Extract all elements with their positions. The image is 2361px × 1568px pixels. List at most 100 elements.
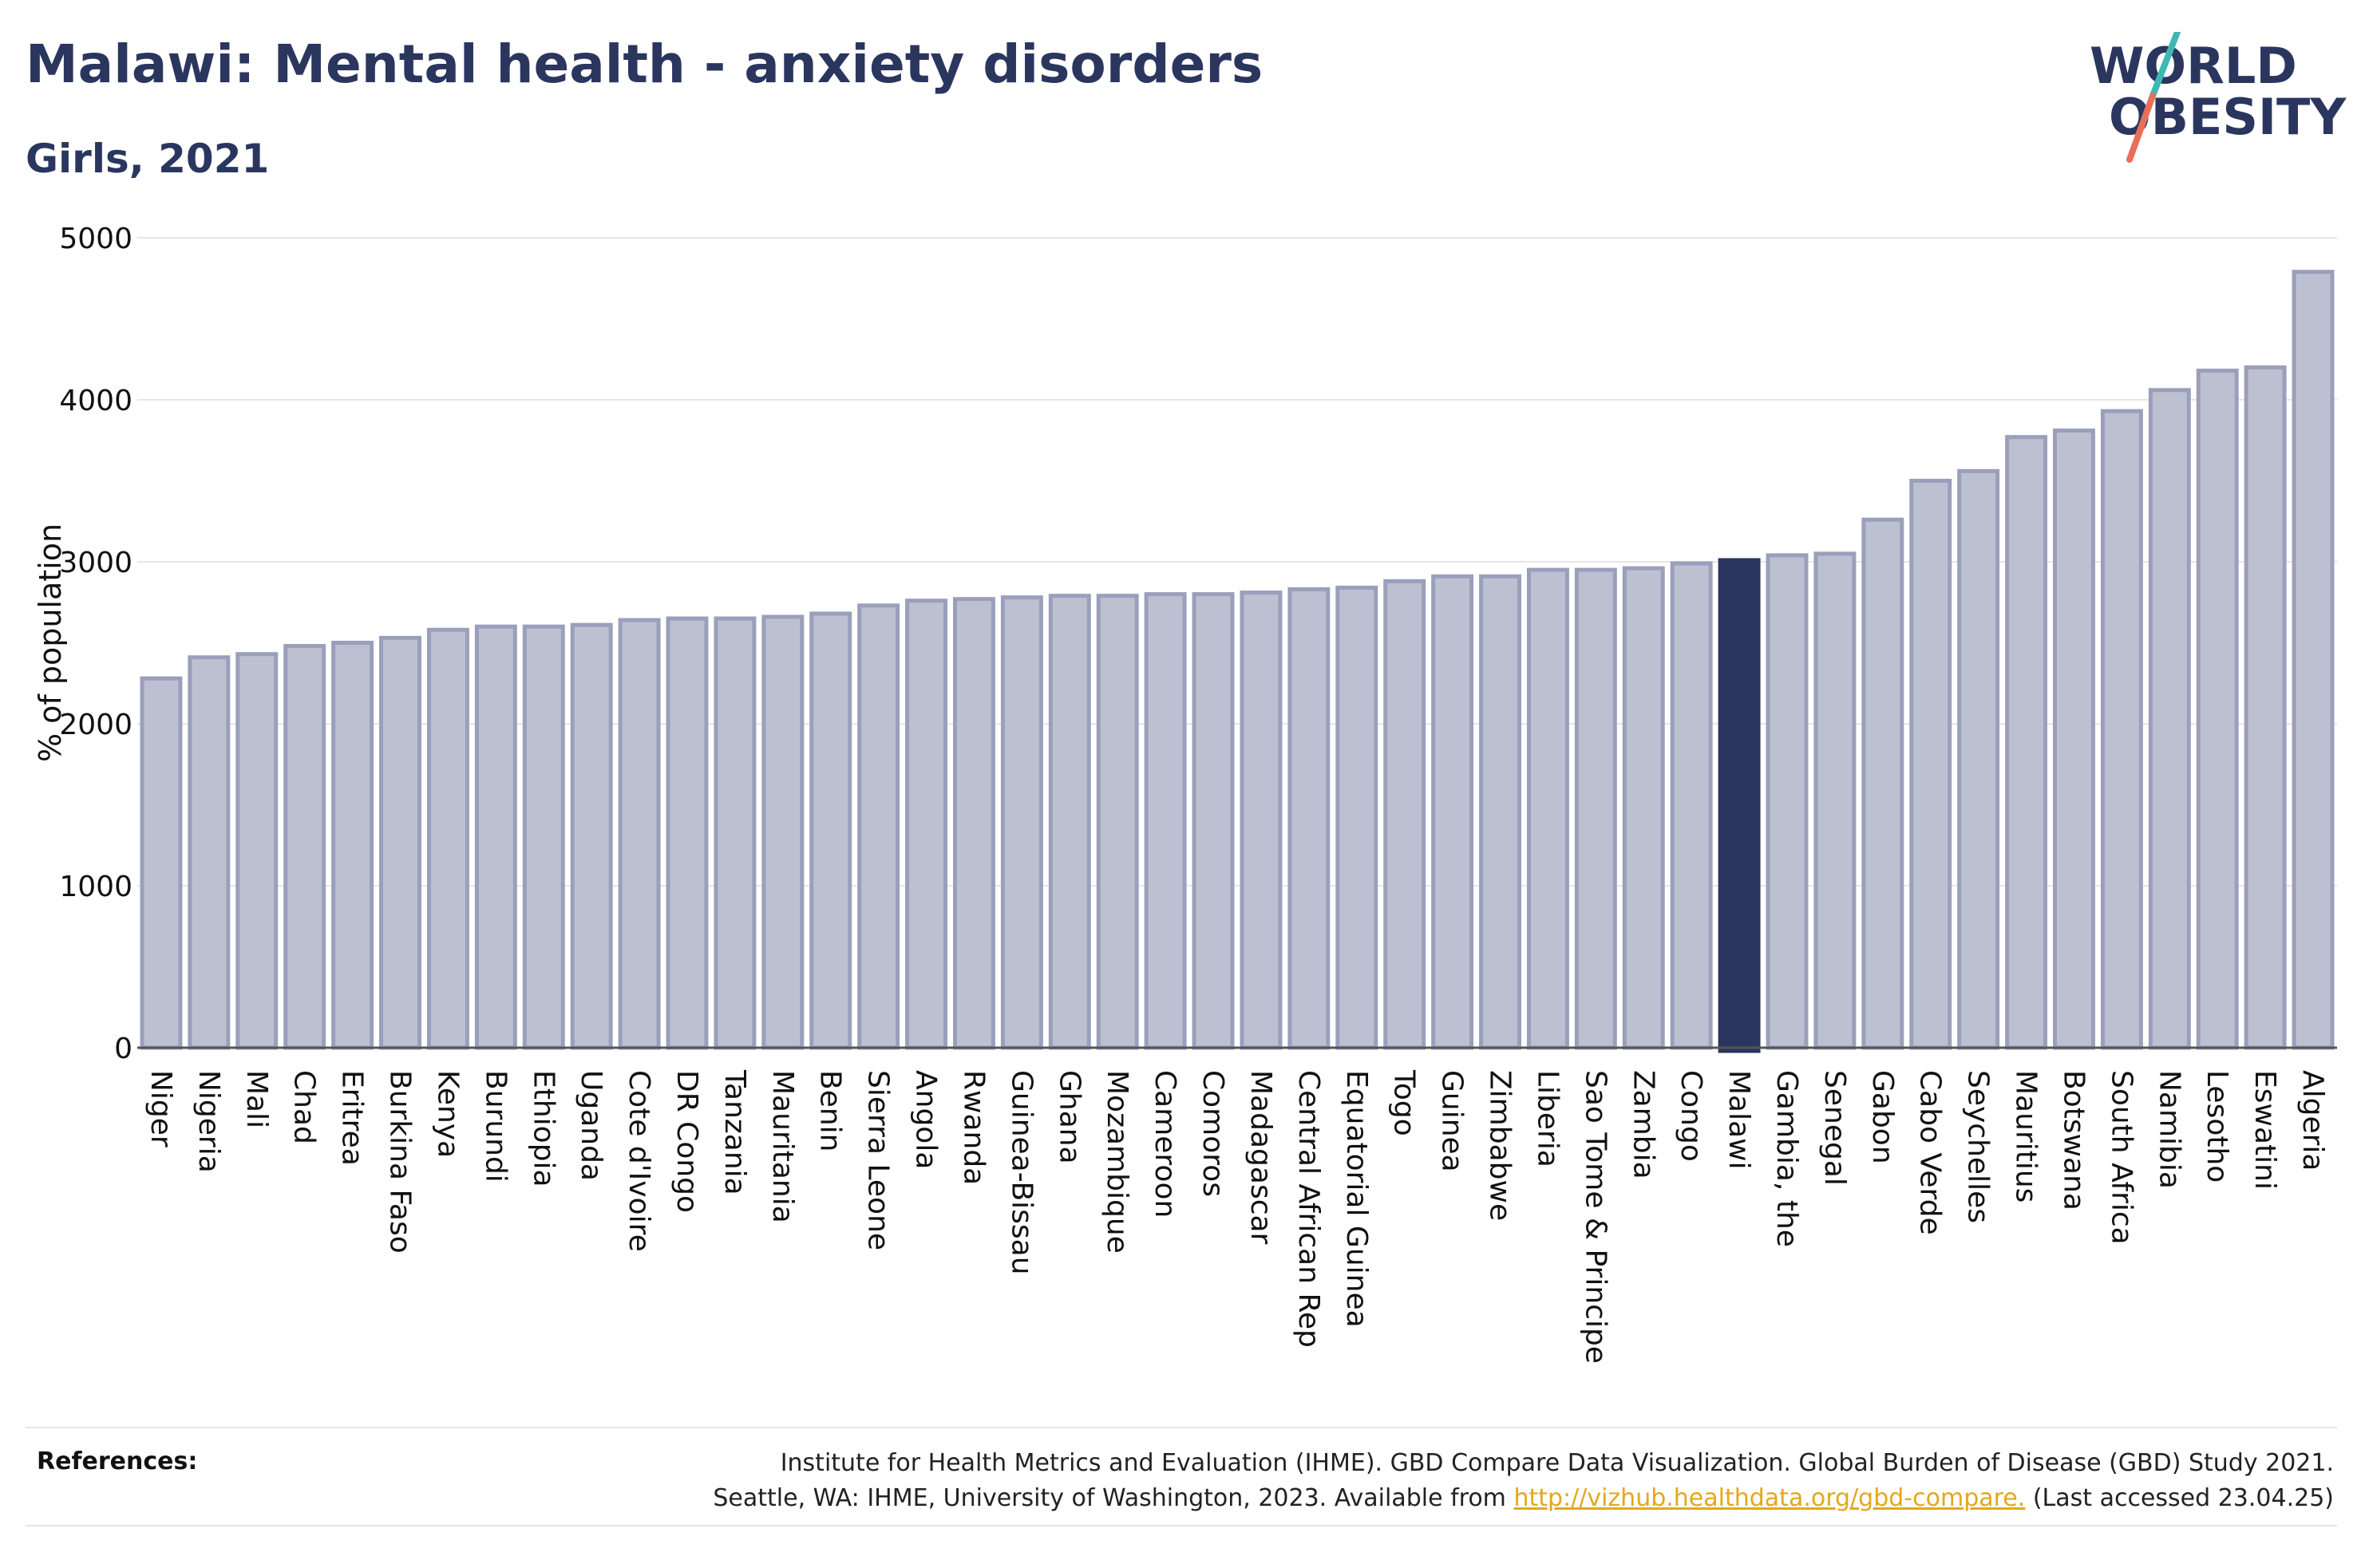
x-tick-label: Cameroon	[1149, 1070, 1181, 1218]
bars	[140, 270, 2335, 1053]
bar-mali	[235, 652, 279, 1050]
y-axis-label: % of population	[33, 523, 68, 762]
x-tick-label: Zimbabwe	[1484, 1070, 1517, 1221]
chart-title: Malawi: Mental health - anxiety disorder…	[26, 34, 1264, 95]
bar-gabon	[1861, 517, 1904, 1050]
references-line-2-end: (Last accessed 23.04.25)	[2025, 1484, 2334, 1512]
bar-mauritius	[2005, 435, 2048, 1050]
bar-cabo-verde	[1909, 479, 1952, 1050]
bar-burkina-faso	[379, 635, 421, 1050]
bar-liberia	[1526, 567, 1569, 1050]
x-tick-label: Seychelles	[1962, 1070, 1995, 1223]
x-tick-label: South Africa	[2105, 1070, 2138, 1245]
bar-zimbabwe	[1479, 574, 1521, 1050]
bar-cameroon	[1144, 592, 1187, 1050]
bar-sao-tome-principe	[1574, 567, 1617, 1050]
bar-sierra-leone	[857, 603, 900, 1050]
x-tick-label: Benin	[814, 1070, 847, 1151]
x-tick-label: Rwanda	[957, 1070, 990, 1185]
x-tick-label: Mali	[240, 1070, 273, 1128]
x-tick-label: Ethiopia	[527, 1070, 560, 1187]
x-tick-label: Sierra Leone	[862, 1070, 895, 1250]
bar-eritrea	[331, 641, 374, 1050]
x-tick-label: Liberia	[1531, 1070, 1564, 1167]
x-axis-labels: Niger Nigeria Mali Chad Eritrea Burkina Faso K…	[144, 1069, 2329, 1364]
x-tick-label: Gabon	[1866, 1070, 1899, 1164]
x-tick-label: Eritrea	[336, 1070, 369, 1166]
bar-malawi	[1718, 558, 1761, 1053]
bar-zambia	[1622, 566, 1665, 1050]
bar-eswatini	[2244, 365, 2287, 1050]
x-tick-label: DR Congo	[670, 1070, 703, 1213]
gbd-compare-link[interactable]: http://vizhub.healthdata.org/gbd-compare…	[1513, 1484, 2026, 1512]
references-text: Institute for Health Metrics and Evaluat…	[713, 1446, 2334, 1516]
bar-namibia	[2148, 388, 2191, 1050]
bar-togo	[1383, 579, 1426, 1050]
x-tick-label: Malawi	[1722, 1070, 1755, 1170]
y-axis-ticks: 0 1000 2000 3000 4000 5000	[59, 223, 132, 1065]
x-tick-label: Congo	[1675, 1070, 1707, 1162]
bar-gambia-the	[1766, 553, 1809, 1050]
bar-lesotho	[2196, 368, 2239, 1050]
y-tick-label: 1000	[59, 871, 132, 903]
references-top-rule	[26, 1427, 2337, 1428]
references-label: References:	[37, 1448, 198, 1475]
references-line-1: Institute for Health Metrics and Evaluat…	[780, 1449, 2334, 1477]
bar-benin	[809, 611, 852, 1050]
world-obesity-logo: WORLD OBESITY	[2090, 32, 2347, 163]
x-tick-label: Equatorial Guinea	[1340, 1070, 1373, 1328]
bar-uganda	[570, 622, 613, 1050]
references-line-2: Seattle, WA: IHME, University of Washing…	[713, 1481, 2334, 1516]
x-tick-label: Angola	[910, 1070, 943, 1169]
y-tick-label: 5000	[59, 223, 132, 255]
x-tick-label: Central African Rep	[1292, 1070, 1325, 1348]
bar-dr-congo	[666, 616, 709, 1050]
x-tick-label: Cote d'Ivoire	[623, 1070, 655, 1252]
x-tick-label: Madagascar	[1244, 1070, 1277, 1245]
x-tick-label: Guinea	[1436, 1070, 1469, 1172]
logo-slash-teal	[2149, 32, 2181, 99]
x-tick-label: Botswana	[2057, 1070, 2090, 1211]
bar-guinea-bissau	[1000, 595, 1043, 1050]
bar-botswana	[2053, 429, 2095, 1050]
x-tick-label: Burundi	[479, 1070, 512, 1183]
x-tick-label: Sao Tome & Principe	[1579, 1070, 1612, 1364]
bar-cote-d-ivoire	[618, 618, 661, 1050]
x-tick-label: Uganda	[575, 1070, 607, 1181]
bar-algeria	[2292, 270, 2335, 1050]
x-tick-label: Gambia, the	[1770, 1070, 1803, 1247]
references-bottom-rule	[26, 1525, 2337, 1527]
bar-south-africa	[2100, 409, 2143, 1050]
logo-slash-coral	[2126, 93, 2156, 163]
x-tick-label: Niger	[144, 1070, 177, 1147]
bar-mozambique	[1096, 594, 1139, 1050]
bar-senegal	[1813, 551, 1857, 1050]
x-tick-label: Guinea-Bissau	[1005, 1070, 1038, 1275]
y-tick-label: 0	[114, 1033, 132, 1065]
bar-chart: 0 1000 2000 3000 4000 5000 % of population Ni…	[33, 223, 2337, 1364]
x-tick-label: Comoros	[1196, 1070, 1229, 1197]
x-tick-label: Kenya	[431, 1070, 464, 1158]
x-tick-label: Mauritania	[766, 1070, 799, 1223]
bar-mauritania	[761, 614, 805, 1050]
x-tick-label: Mozambique	[1101, 1070, 1133, 1254]
bar-niger	[140, 676, 183, 1050]
bar-kenya	[426, 627, 469, 1050]
bar-ghana	[1048, 594, 1091, 1050]
x-tick-label: Tanzania	[718, 1069, 751, 1195]
x-tick-label: Senegal	[1818, 1070, 1851, 1186]
x-tick-label: Algeria	[2296, 1070, 2329, 1171]
x-tick-label: Ghana	[1053, 1070, 1086, 1164]
bar-nigeria	[188, 655, 231, 1050]
bar-chad	[283, 644, 326, 1050]
x-tick-label: Mauritius	[2010, 1070, 2043, 1203]
bar-burundi	[474, 624, 517, 1050]
logo-text-world: WORLD	[2090, 37, 2297, 95]
x-tick-label: Burkina Faso	[384, 1070, 417, 1254]
bar-rwanda	[953, 597, 995, 1050]
bar-madagascar	[1240, 590, 1283, 1050]
bar-congo	[1670, 561, 1713, 1050]
x-tick-label: Namibia	[2153, 1070, 2185, 1189]
references-line-2-start: Seattle, WA: IHME, University of Washing…	[713, 1484, 1514, 1512]
x-tick-label: Togo	[1388, 1069, 1421, 1136]
